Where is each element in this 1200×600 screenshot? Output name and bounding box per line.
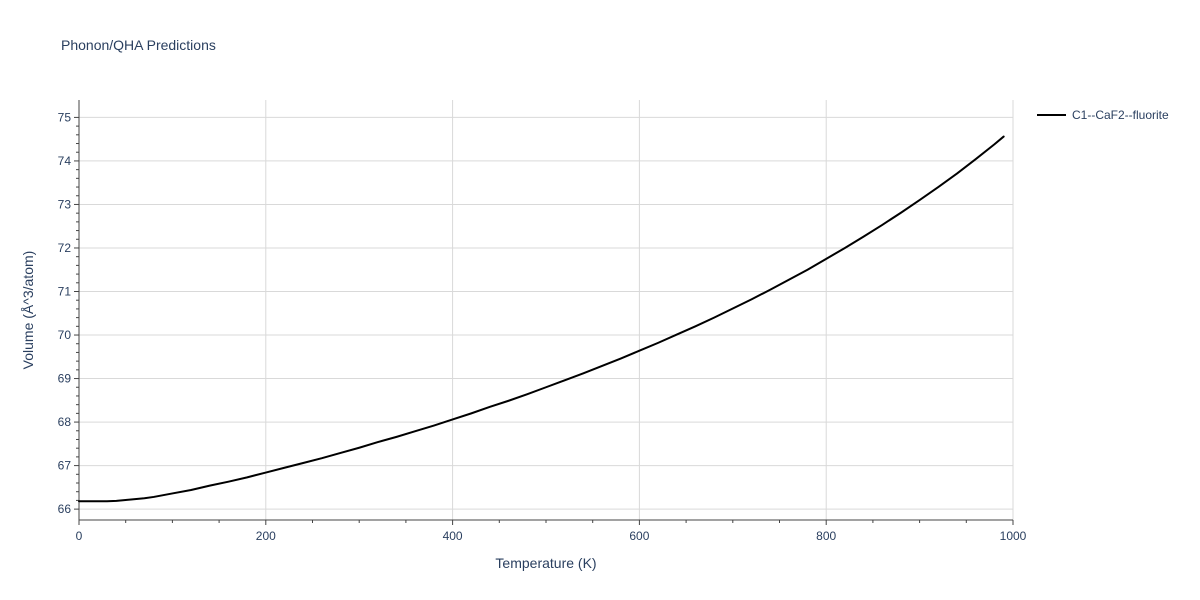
- y-axis-title: Volume (Å^3/atom): [20, 251, 36, 370]
- legend[interactable]: C1--CaF2--fluorite: [1037, 108, 1169, 122]
- y-tick-label: 70: [58, 328, 72, 342]
- x-tick-label: 800: [816, 529, 836, 543]
- x-axis-title: Temperature (K): [495, 555, 596, 571]
- series-layer: [78, 135, 1005, 503]
- x-tick-labels: 0 200 400 600 800 1000: [76, 529, 1027, 543]
- grid: [79, 100, 1014, 520]
- y-tick-label: 73: [58, 197, 72, 211]
- x-tick-label: 200: [256, 529, 276, 543]
- x-tick-label: 600: [629, 529, 649, 543]
- y-tick-label: 71: [58, 285, 72, 299]
- x-tick-label: 400: [443, 529, 463, 543]
- x-tick-label: 1000: [1000, 529, 1027, 543]
- y-tick-label: 75: [58, 110, 72, 124]
- series-line: [78, 135, 1005, 503]
- y-tick-label: 67: [58, 459, 72, 473]
- y-tick-labels: 66 67 68 69 70 71 72 73 74 75: [58, 110, 72, 516]
- y-tick-label: 69: [58, 372, 72, 386]
- y-tick-label: 66: [58, 502, 72, 516]
- axes: [78, 100, 1013, 521]
- legend-label: C1--CaF2--fluorite: [1072, 108, 1169, 122]
- y-tick-label: 74: [58, 154, 72, 168]
- x-tick-label: 0: [76, 529, 83, 543]
- y-tick-label: 68: [58, 415, 72, 429]
- minor-ticks: [74, 116, 1014, 525]
- chart-title: Phonon/QHA Predictions: [61, 37, 216, 53]
- y-tick-label: 72: [58, 241, 72, 255]
